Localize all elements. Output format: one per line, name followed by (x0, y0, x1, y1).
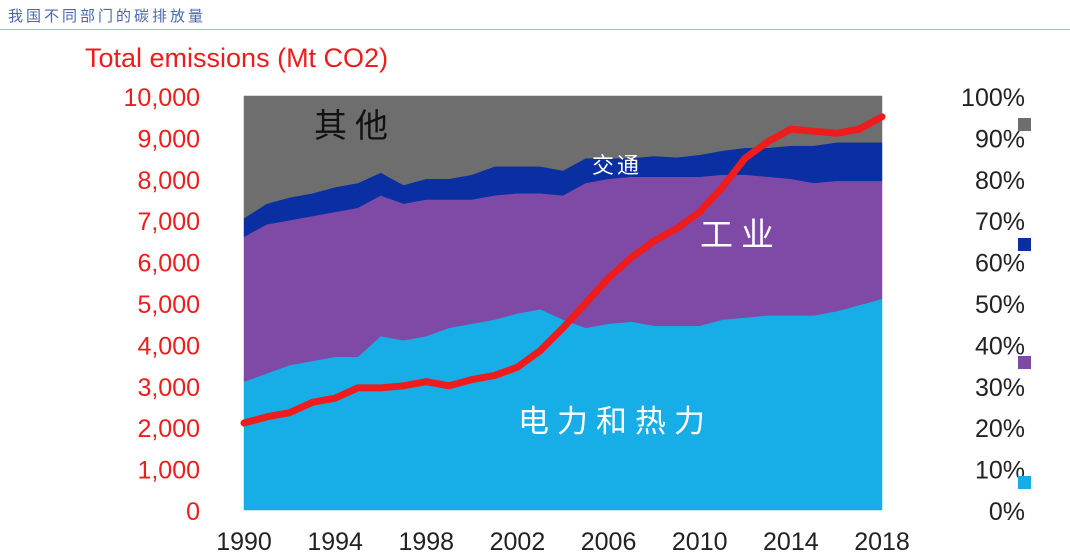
legend-swatch-0 (1018, 476, 1031, 489)
legend-swatch-3 (1018, 118, 1031, 131)
area-series-3 (243, 95, 883, 219)
legend-swatch-2 (1018, 238, 1031, 251)
left-tick-label: 8,000 (137, 167, 200, 195)
right-tick-label: 20% (975, 415, 1025, 443)
right-tick-label: 50% (975, 291, 1025, 319)
x-tick-label: 2014 (763, 528, 819, 556)
left-axis: 0 1,000 2,000 3,000 4,000 5,000 6,000 7,000 8,00… (124, 84, 200, 526)
left-tick-label: 6,000 (137, 250, 200, 278)
left-tick-label: 3,000 (137, 374, 200, 402)
right-tick-label: 0% (989, 498, 1025, 526)
left-tick-label: 4,000 (137, 332, 200, 360)
total-line (240, 113, 886, 427)
legend (1018, 118, 1031, 489)
left-tick-label: 5,000 (137, 291, 200, 319)
x-tick-label: 2010 (672, 528, 728, 556)
x-tick-label: 2018 (854, 528, 910, 556)
right-tick-label: 70% (975, 208, 1025, 236)
left-tick-label: 7,000 (137, 208, 200, 236)
right-tick-label: 40% (975, 332, 1025, 360)
chart-title: Total emissions (Mt CO2) (85, 43, 388, 73)
caption-divider (0, 29, 1070, 30)
left-tick-label: 0 (186, 498, 200, 526)
right-tick-label: 100% (961, 84, 1025, 112)
right-tick-label: 10% (975, 457, 1025, 485)
x-tick-label: 1998 (398, 528, 454, 556)
area-label-3: 电力和热力 (518, 404, 713, 440)
left-tick-label: 2,000 (137, 415, 200, 443)
area-label-1: 交通 (592, 154, 642, 179)
figure-caption: 我国不同部门的碳排放量 (8, 7, 207, 25)
left-tick-label: 1,000 (137, 457, 200, 485)
stacked-areas (243, 95, 883, 511)
left-tick-label: 9,000 (137, 125, 200, 153)
x-tick-label: 1994 (307, 528, 363, 556)
legend-swatch-1 (1018, 356, 1031, 369)
left-tick-label: 10,000 (124, 84, 200, 112)
x-tick-label: 1990 (216, 528, 272, 556)
right-tick-label: 80% (975, 167, 1025, 195)
area-label-0: 其他 (314, 106, 396, 145)
right-tick-label: 30% (975, 374, 1025, 402)
x-tick-label: 2002 (490, 528, 546, 556)
total-emissions-line (240, 113, 886, 427)
x-axis: 1990 1994 1998 2002 2006 2010 2014 2018 (216, 528, 910, 556)
area-label-2: 工业 (700, 215, 782, 254)
x-tick-label: 2006 (581, 528, 637, 556)
right-tick-label: 90% (975, 125, 1025, 153)
right-axis: 0% 10% 20% 30% 40% 50% 60% 70% 80% 90% 100% (961, 84, 1025, 526)
right-tick-label: 60% (975, 250, 1025, 278)
